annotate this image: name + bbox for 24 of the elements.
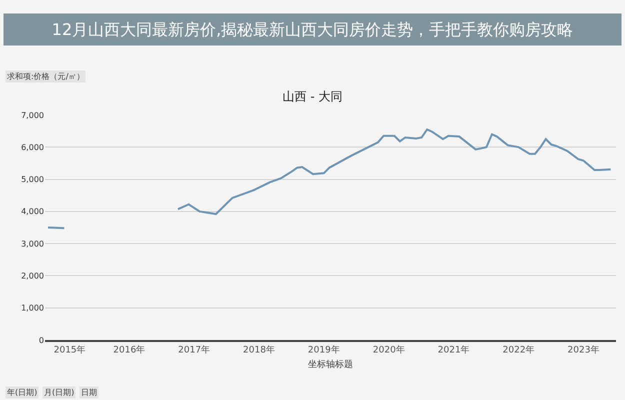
y-tick-label: 5,000 [21, 175, 44, 184]
x-tick-label: 2019年 [308, 344, 340, 356]
text: 12月山西大同最新房价,揭秘最新山西大同房价走势，手把手教你购房攻略 [52, 20, 574, 39]
x-tick-label: 2016年 [113, 344, 146, 356]
text: 求和项:价格（元/㎡） [7, 72, 84, 81]
text: 年(日期) [7, 388, 38, 397]
y-tick-label: 0 [38, 336, 44, 345]
y-tick-label: 6,000 [21, 142, 44, 152]
x-tick-label: 2018年 [243, 344, 275, 356]
x-axis-title: 坐标轴标题 [308, 358, 353, 370]
chart-title: 山西 - 大同 [282, 89, 342, 104]
y-tick-label: 4,000 [21, 207, 44, 216]
x-tick-label: 2015年 [54, 344, 86, 356]
y-tick-label: 1,000 [21, 304, 44, 313]
x-tick-label: 2017年 [178, 344, 210, 356]
x-tick-label: 2021年 [438, 344, 470, 356]
x-tick-label: 2022年 [502, 344, 535, 356]
text: 月(日期) [44, 388, 74, 397]
x-tick-label: 2023年 [568, 344, 600, 356]
y-tick-label: 7,000 [21, 110, 44, 120]
y-tick-label: 3,000 [21, 239, 44, 248]
x-tick-label: 2020年 [372, 344, 405, 356]
y-tick-label: 2,000 [21, 272, 44, 281]
text: 日期 [81, 388, 97, 397]
